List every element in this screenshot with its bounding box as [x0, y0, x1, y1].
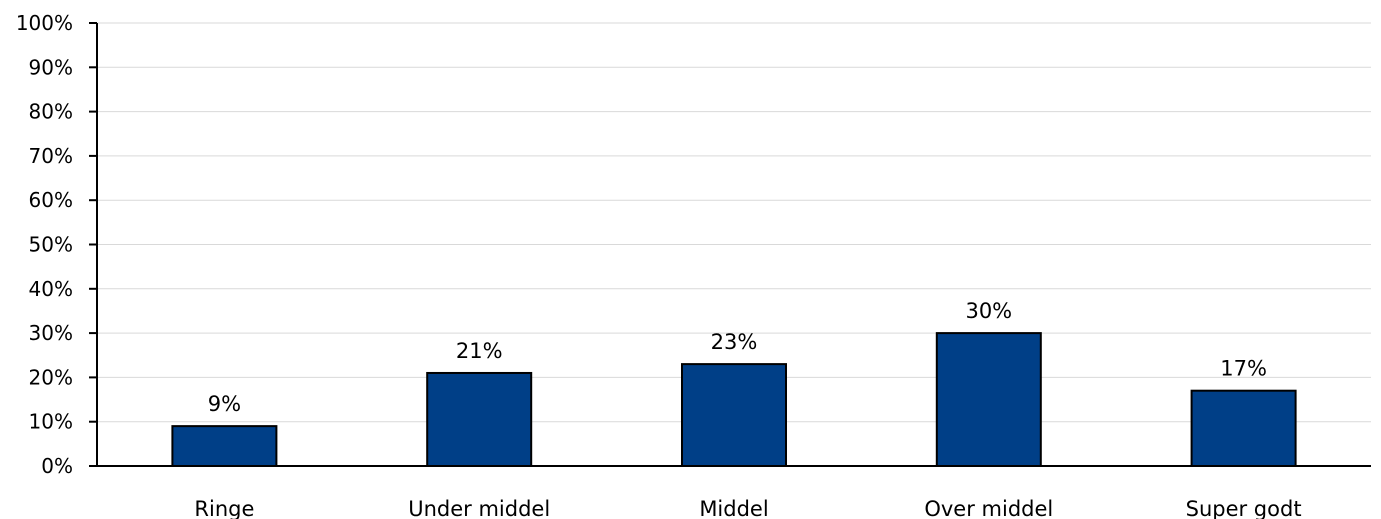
x-category-label: Super godt	[1186, 497, 1302, 519]
y-tick-label: 90%	[29, 55, 73, 79]
data-label: 23%	[711, 330, 758, 354]
y-axis-tick-labels: 0% 10% 20% 30% 40% 50% 60% 70% 80% 90% 100%	[16, 11, 97, 478]
y-tick-label: 30%	[29, 321, 73, 345]
x-category-label: Over middel	[924, 497, 1053, 519]
bar-middel	[681, 363, 787, 467]
y-tick-label: 40%	[29, 277, 73, 301]
x-category-label: Under middel	[408, 497, 550, 519]
bar-super-godt	[1190, 389, 1297, 467]
data-labels: 9% 21% 23% 30% 17%	[208, 299, 1267, 416]
data-label: 9%	[208, 392, 241, 416]
y-tick-label: 0%	[41, 454, 73, 478]
y-tick-label: 70%	[29, 144, 73, 168]
data-label: 30%	[965, 299, 1012, 323]
data-label: 21%	[456, 339, 503, 363]
bar-ringe	[171, 425, 278, 468]
gridlines	[97, 22, 1371, 423]
data-label: 17%	[1220, 357, 1267, 381]
y-tick-label: 50%	[29, 233, 73, 257]
y-tick-label: 20%	[29, 365, 73, 389]
x-axis-category-labels: Ringe Under middel Middel Over middel Super …	[194, 497, 1301, 519]
y-tick-label: 100%	[16, 11, 73, 35]
bars	[171, 332, 1297, 468]
x-category-label: Ringe	[194, 497, 254, 519]
y-tick-label: 10%	[29, 410, 73, 434]
y-tick-label: 80%	[29, 100, 73, 124]
bar-over-middel	[935, 332, 1042, 467]
x-category-label: Middel	[699, 497, 768, 519]
bar-under-middel	[426, 371, 533, 467]
y-tick-label: 60%	[29, 188, 73, 212]
